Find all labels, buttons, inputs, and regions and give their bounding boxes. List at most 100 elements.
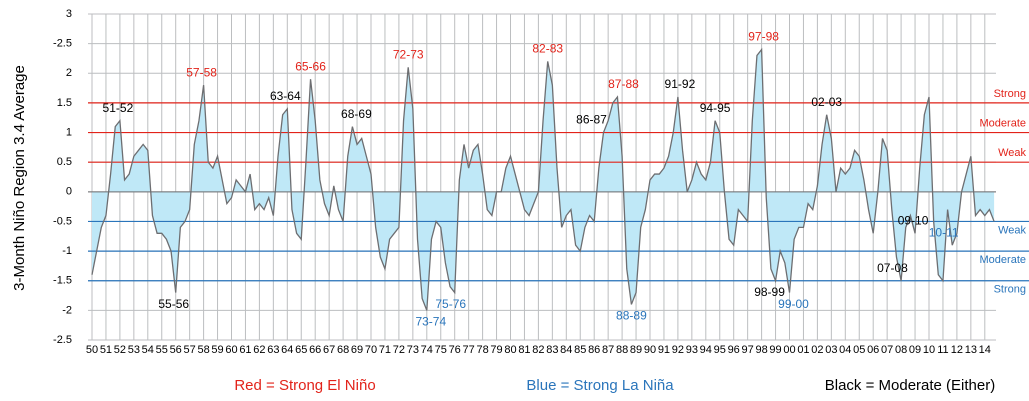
annotation: 75-76 [435, 297, 466, 311]
y-tick-label: 1.5 [57, 97, 72, 109]
x-tick-label: 93 [686, 344, 698, 356]
y-tick-label: 0 [66, 186, 72, 198]
x-tick-label: 04 [839, 344, 851, 356]
annotation: 94-95 [700, 101, 731, 115]
x-tick-label: 77 [463, 344, 475, 356]
x-tick-label: 13 [965, 344, 977, 356]
annotation: 57-58 [186, 65, 217, 79]
x-tick-label: 71 [379, 344, 391, 356]
annotation: 88-89 [616, 309, 647, 323]
annotation: 07-08 [877, 261, 908, 275]
x-tick-label: 70 [365, 344, 377, 356]
threshold-label: Weak [998, 224, 1026, 236]
annotation: 82-83 [532, 42, 563, 56]
x-tick-label: 51 [100, 344, 112, 356]
x-tick-label: 79 [490, 344, 502, 356]
annotation: 10-11 [929, 226, 959, 240]
x-tick-label: 90 [644, 344, 656, 356]
annotation: 91-92 [665, 77, 696, 91]
annotation: 63-64 [270, 89, 301, 103]
x-tick-label: 73 [407, 344, 419, 356]
x-tick-label: 95 [714, 344, 726, 356]
x-tick-label: 62 [253, 344, 265, 356]
x-tick-label: 06 [867, 344, 879, 356]
x-tick-label: 91 [658, 344, 670, 356]
y-tick-label: -2.5 [53, 38, 72, 50]
x-tick-label: 14 [979, 344, 991, 356]
line [91, 47, 995, 311]
y-tick-label: -2.5 [53, 334, 72, 346]
annotation: 65-66 [295, 59, 326, 73]
x-tick-label: 58 [197, 344, 209, 356]
x-tick-label: 60 [225, 344, 237, 356]
y-tick-label: 0.5 [57, 156, 72, 168]
x-tick-label: 12 [951, 344, 963, 356]
x-tick-label: 63 [267, 344, 279, 356]
legend-note: Red = Strong El Niño [234, 377, 375, 394]
annotation: 68-69 [341, 107, 372, 121]
x-tick-label: 61 [239, 344, 251, 356]
x-tick-label: 84 [560, 344, 572, 356]
y-tick-label: 2 [66, 67, 72, 79]
x-tick-label: 05 [853, 344, 865, 356]
x-tick-label: 74 [421, 344, 433, 356]
threshold-label: Strong [994, 284, 1026, 296]
x-tick-label: 00 [783, 344, 795, 356]
x-tick-label: 99 [769, 344, 781, 356]
x-tick-label: 10 [923, 344, 935, 356]
threshold-label: Moderate [980, 254, 1026, 266]
threshold-label: Weak [998, 147, 1026, 159]
threshold-label: Moderate [980, 117, 1026, 129]
x-tick-label: 08 [895, 344, 907, 356]
x-tick-label: 82 [532, 344, 544, 356]
y-tick-label: 1 [66, 126, 72, 138]
x-tick-label: 11 [937, 344, 948, 356]
x-tick-label: 75 [435, 344, 447, 356]
y-tick-label: -1 [62, 245, 72, 257]
x-tick-label: 94 [700, 344, 712, 356]
legend-note: Black = Moderate (Either) [825, 377, 996, 394]
x-tick-label: 56 [170, 344, 182, 356]
annotation: 97-98 [748, 30, 779, 44]
x-tick-label: 64 [281, 344, 293, 356]
x-tick-label: 03 [825, 344, 837, 356]
x-tick-label: 02 [811, 344, 823, 356]
annotation: 51-52 [103, 101, 134, 115]
y-tick-label: -1.5 [53, 275, 72, 287]
x-tick-label: 85 [574, 344, 586, 356]
x-tick-label: 54 [142, 344, 154, 356]
x-tick-label: 89 [630, 344, 642, 356]
x-tick-label: 50 [86, 344, 98, 356]
x-tick-label: 09 [909, 344, 921, 356]
x-tick-label: 86 [588, 344, 600, 356]
y-tick-label: -0.5 [53, 215, 72, 227]
y-axis-label: 3-Month Niño Region 3.4 Average [11, 65, 28, 291]
x-tick-label: 81 [518, 344, 530, 356]
x-tick-label: 66 [309, 344, 321, 356]
x-tick-label: 87 [602, 344, 614, 356]
annotation: 02-03 [811, 95, 842, 109]
x-tick-label: 65 [295, 344, 307, 356]
x-tick-label: 78 [476, 344, 488, 356]
y-tick-label: -2 [62, 304, 72, 316]
x-tick-label: 97 [742, 344, 754, 356]
annotation: 99-00 [778, 297, 809, 311]
annotation: 73-74 [415, 315, 446, 329]
annotation: 09-10 [898, 213, 929, 227]
annotation: 55-56 [158, 297, 189, 311]
annotation: 98-99 [754, 285, 785, 299]
x-tick-label: 76 [449, 344, 461, 356]
annotation: 86-87 [576, 113, 607, 127]
x-tick-label: 59 [211, 344, 223, 356]
x-tick-label: 55 [156, 344, 168, 356]
x-tick-label: 96 [728, 344, 740, 356]
x-tick-label: 83 [546, 344, 558, 356]
threshold-label: Strong [994, 88, 1026, 100]
x-tick-label: 98 [755, 344, 767, 356]
y-tick-label: 3 [66, 8, 72, 20]
x-tick-label: 72 [393, 344, 405, 356]
legend-note: Blue = Strong La Niña [526, 377, 674, 394]
x-tick-label: 67 [323, 344, 335, 356]
x-tick-label: 57 [184, 344, 196, 356]
